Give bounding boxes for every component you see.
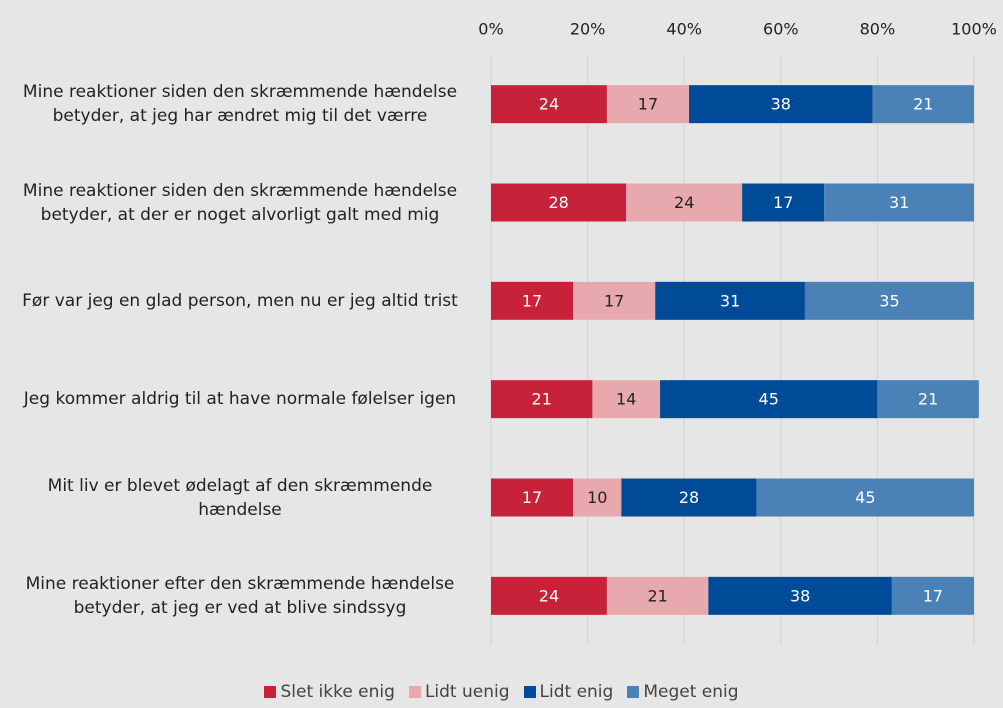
bar-segment [877, 380, 979, 419]
data-label: 14 [616, 390, 636, 409]
x-tick-label: 60% [763, 20, 799, 39]
category-label: Mine reaktioner siden den skræmmende hæn… [22, 82, 458, 127]
legend-label: Meget enig [643, 682, 739, 702]
x-tick-label: 80% [860, 20, 896, 39]
data-label: 10 [587, 488, 607, 507]
bar-segment [742, 183, 825, 222]
bar-segment [708, 576, 892, 615]
data-label: 24 [539, 586, 559, 605]
data-label: 21 [647, 586, 667, 605]
category-label: Mine reaktioner efter den skræmmende hæn… [25, 573, 455, 618]
category-label: Mit liv er blevet ødelagt af den skræmme… [47, 475, 433, 520]
legend-label: Lidt enig [539, 682, 614, 702]
data-label: 31 [720, 291, 740, 310]
legend-swatch [627, 686, 640, 698]
data-label: 28 [548, 193, 568, 212]
data-label: 17 [638, 95, 658, 114]
category-label: Mine reaktioner siden den skræmmende hæn… [22, 180, 458, 225]
data-label: 17 [604, 291, 624, 310]
legend: Slet ikke enig Lidt uenig Lidt enig Meget e… [0, 682, 1003, 702]
data-label: 28 [679, 488, 699, 507]
legend-label: Lidt uenig [424, 682, 510, 702]
category-label: Jeg kommer aldrig til at have normale fø… [23, 389, 457, 410]
bar-segment [592, 380, 661, 419]
data-label: 24 [539, 95, 559, 114]
data-label: 21 [913, 95, 933, 114]
x-tick-label: 20% [570, 20, 606, 39]
data-label: 17 [522, 488, 542, 507]
legend-item: Slet ikke enig [264, 682, 395, 702]
bar-segment [606, 85, 690, 124]
bar-segment [573, 281, 656, 320]
data-label: 38 [771, 95, 791, 114]
data-label: 21 [918, 390, 938, 409]
bar-segment [689, 85, 873, 124]
data-label: 24 [674, 193, 694, 212]
legend-item: Lidt enig [523, 682, 614, 702]
bar-segment [606, 576, 709, 615]
bar-segment [491, 380, 593, 419]
data-label: 21 [532, 390, 552, 409]
legend-item: Meget enig [627, 682, 739, 702]
data-label: 38 [790, 586, 810, 605]
bar-segment [872, 85, 974, 124]
bar-segment [891, 576, 974, 615]
x-tick-label: 100% [951, 20, 997, 39]
legend-label: Slet ikke enig [280, 682, 395, 702]
bar-segment [655, 281, 805, 320]
data-label: 31 [889, 193, 909, 212]
bar-segment [626, 183, 743, 222]
legend-swatch [523, 686, 536, 698]
bar-segment [660, 380, 878, 419]
bar-segment [804, 281, 974, 320]
x-tick-label: 0% [478, 20, 503, 39]
bar-segment [491, 576, 607, 615]
data-label: 17 [773, 193, 793, 212]
bar-segment [824, 183, 974, 222]
bar-segment [756, 478, 974, 517]
legend-swatch [264, 686, 277, 698]
bar-segment [491, 281, 574, 320]
grid [490, 55, 975, 645]
legend-item: Lidt uenig [408, 682, 510, 702]
legend-swatch [408, 686, 421, 698]
bar-segment [491, 183, 627, 222]
category-label: Før var jeg en glad person, men nu er je… [22, 290, 458, 311]
data-label: 45 [759, 390, 779, 409]
bar-segment [621, 478, 757, 517]
bar-segment [573, 478, 622, 517]
x-tick-label: 40% [666, 20, 702, 39]
data-label: 17 [923, 586, 943, 605]
bar-segment [491, 478, 574, 517]
bar-segment [491, 85, 607, 124]
data-label: 45 [855, 488, 875, 507]
data-label: 35 [879, 291, 899, 310]
data-label: 17 [522, 291, 542, 310]
